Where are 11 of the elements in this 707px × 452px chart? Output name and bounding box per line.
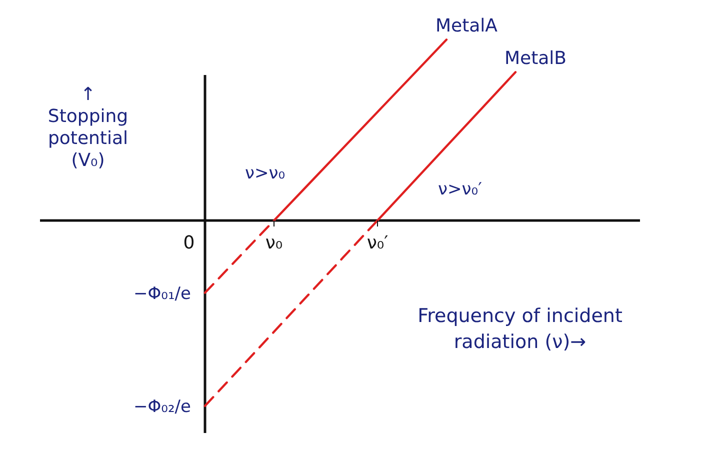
x-tick-label: ν₀ (265, 232, 283, 254)
series-label: MetalB (504, 48, 567, 70)
x-tick-label: 0 (183, 232, 195, 254)
annotation: −Φ₀₂/e (134, 396, 191, 417)
y-axis-title: ↑ Stopping potential (V₀) (48, 84, 128, 171)
series-label: MetalA (435, 16, 498, 37)
annotation: −Φ₀₁/e (134, 284, 191, 304)
x-axis-title: Frequency of incident radiation (ν)→ (418, 305, 622, 353)
annotation: ν>ν₀′ (438, 179, 482, 200)
annotation: ν>ν₀ (244, 163, 286, 184)
x-tick-label: ν₀′ (366, 232, 388, 254)
